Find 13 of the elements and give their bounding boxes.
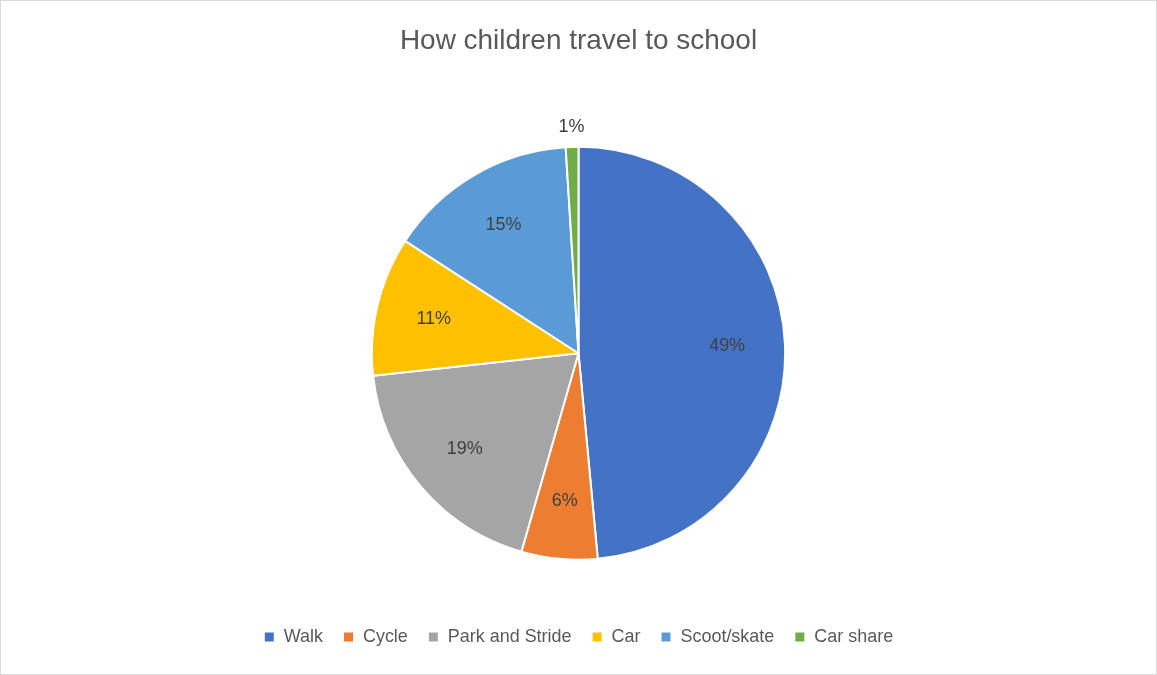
legend-label: Scoot/skate bbox=[680, 626, 775, 647]
data-label: 6% bbox=[551, 490, 578, 511]
legend-label: Car bbox=[611, 626, 641, 647]
data-label: 15% bbox=[485, 213, 522, 234]
chart-title: How children travel to school bbox=[399, 24, 758, 56]
data-label: 49% bbox=[709, 335, 746, 356]
legend-label: Cycle bbox=[362, 626, 408, 647]
data-label: 1% bbox=[558, 116, 585, 136]
legend-label: Walk bbox=[283, 626, 324, 647]
data-label: 19% bbox=[446, 437, 483, 458]
data-label: 11% bbox=[416, 307, 452, 328]
legend-label: Car share bbox=[814, 626, 894, 647]
legend-label: Park and Stride bbox=[447, 626, 572, 647]
